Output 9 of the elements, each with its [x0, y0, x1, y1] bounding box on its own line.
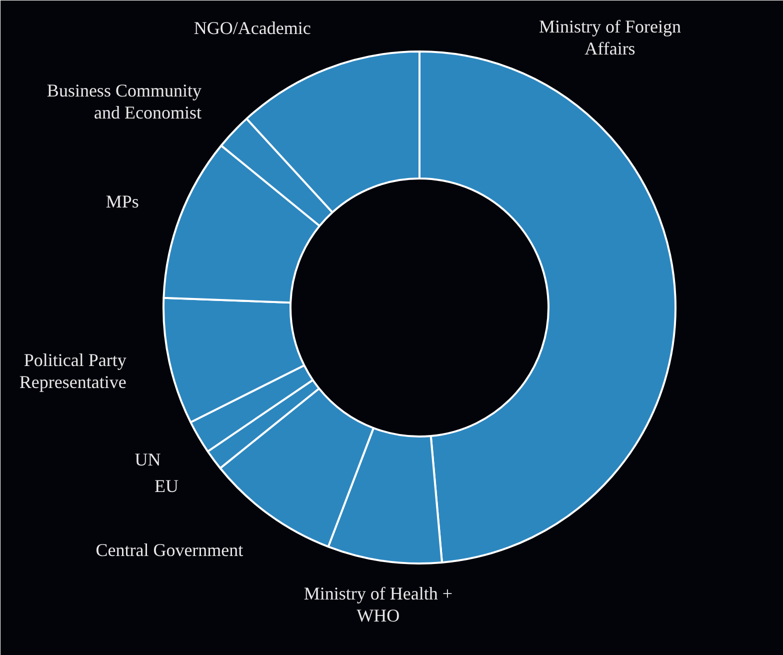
slice-label: Ministry of Foreign Affairs: [538, 16, 681, 58]
slice-label: UN: [134, 449, 161, 470]
slice-label: Business Community and Economist: [46, 80, 202, 122]
slice-label: EU: [154, 476, 178, 496]
slice-label: Ministry of Health + WHO: [304, 584, 452, 626]
slice-label: Central Government: [96, 540, 244, 560]
slice-label: Political Party Representative: [19, 350, 126, 392]
slice-label: MPs: [106, 191, 139, 212]
slice-label: NGO/Academic: [194, 18, 311, 38]
